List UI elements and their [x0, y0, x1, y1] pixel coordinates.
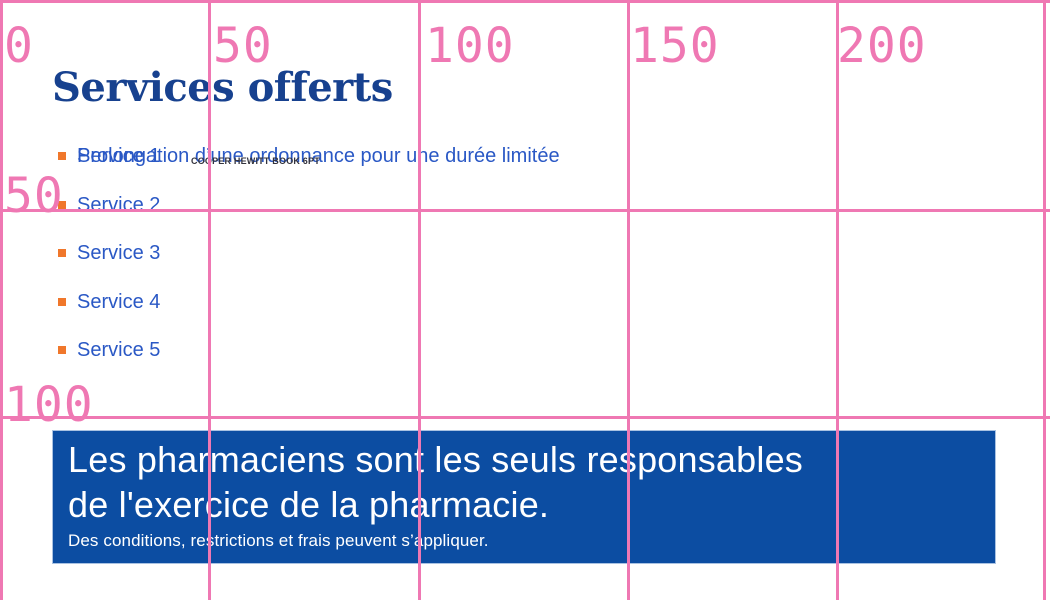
bullet-square-icon: [58, 152, 66, 160]
services-list: Service 1 Prolongation d’une ordonnance p…: [58, 145, 560, 389]
grid-row-label-50: 50: [4, 168, 64, 224]
grid-col-label-150: 150: [630, 18, 720, 74]
grid-hline-0: [0, 0, 1050, 3]
grid-vline-0: [0, 0, 3, 600]
grid-col-label-50: 50: [213, 18, 273, 74]
service-placeholder-label: Service 5: [77, 339, 161, 361]
grid-hline-100: [0, 416, 1050, 419]
list-item-service-1: Service 1 Prolongation d’une ordonnance p…: [58, 145, 560, 167]
service-1-text-stack: Service 1 Prolongation d’une ordonnance p…: [77, 145, 560, 167]
list-item-service-4: Service 4: [58, 290, 161, 313]
banner-headline-line1: Les pharmaciens sont les seuls responsab…: [68, 439, 803, 480]
list-item-service-5: Service 5: [58, 340, 160, 361]
service-placeholder-label: Service 4: [77, 290, 161, 313]
service-content-text: Prolongation d’une ordonnance pour une d…: [77, 145, 560, 167]
grid-col-label-100: 100: [425, 18, 515, 74]
service-placeholder-label: Service 1: [77, 145, 161, 167]
banner-headline: Les pharmaciens sont les seuls responsab…: [68, 437, 995, 527]
service-placeholder-label: Service 2: [77, 193, 161, 216]
list-item-service-2: Service 2: [58, 193, 161, 216]
list-item-service-3: Service 3: [58, 243, 160, 264]
bullet-square-icon: [58, 200, 66, 209]
grid-col-label-200: 200: [837, 18, 927, 74]
service-placeholder-label: Service 3: [77, 242, 161, 264]
bullet-square-icon: [58, 346, 66, 354]
banner-disclaimer-text: Des conditions, restrictions et frais pe…: [68, 531, 489, 550]
grid-vline-250: [1043, 0, 1046, 600]
grid-col-label-0: 0: [4, 18, 34, 74]
page-title: Services offerts: [52, 64, 393, 111]
bullet-square-icon: [58, 297, 66, 306]
font-annotation-text: COOPER HEWITT BOOK 6PT: [191, 156, 320, 166]
bullet-square-icon: [58, 249, 66, 257]
banner-headline-line2: de l'exercice de la pharmacie.: [68, 484, 550, 525]
disclaimer-banner: Les pharmaciens sont les seuls responsab…: [52, 430, 996, 564]
